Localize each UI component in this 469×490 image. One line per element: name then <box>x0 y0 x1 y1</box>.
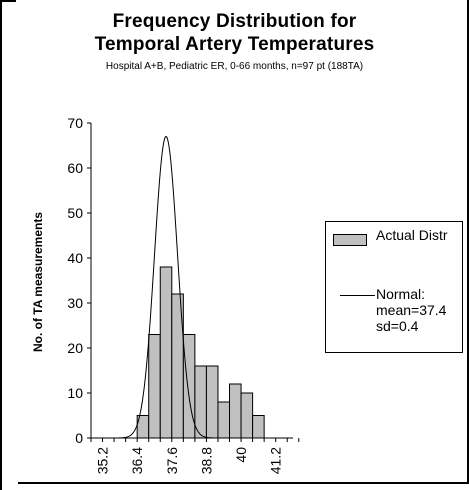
y-tick-label: 60 <box>67 160 83 176</box>
frame-border-bottom <box>18 482 469 484</box>
x-tick-label: 35.2 <box>95 447 111 474</box>
histogram-bar <box>194 365 207 439</box>
histogram-bar <box>159 266 173 439</box>
x-tick-label: 40 <box>233 447 249 463</box>
frame-border-top <box>0 0 16 2</box>
y-tick-label: 40 <box>67 250 83 266</box>
x-tick-label: 36.4 <box>129 447 145 474</box>
frame-border-right <box>467 0 469 484</box>
chart-title-line1: Frequency Distribution for <box>112 11 357 32</box>
histogram-bar <box>148 334 161 439</box>
y-tick-label: 70 <box>67 115 83 131</box>
y-tick-label: 20 <box>67 340 83 356</box>
y-tick-label: 0 <box>75 430 83 446</box>
histogram-bar <box>252 415 265 439</box>
histogram-bar <box>205 365 219 439</box>
legend-normal-line1: Normal: <box>376 286 426 302</box>
legend-label-normal: Normal: mean=37.4 sd=0.4 <box>376 286 446 334</box>
histogram-bar <box>229 383 242 439</box>
legend-normal-line2: mean=37.4 <box>376 302 447 318</box>
chart-legend: Actual Distr Normal: mean=37.4 sd=0.4 <box>325 221 463 353</box>
histogram-bar <box>240 392 254 439</box>
legend-normal-line3: sd=0.4 <box>376 318 419 334</box>
x-tick-label: 38.8 <box>198 447 214 474</box>
y-axis-label: No. of TA measurements <box>31 212 45 352</box>
chart-title-line2: Temporal Artery Temperatures <box>94 34 375 55</box>
y-tick-label: 30 <box>67 295 83 311</box>
histogram-bar <box>182 334 196 439</box>
legend-swatch-line <box>340 295 375 296</box>
legend-label-actual: Actual Distr <box>376 227 448 243</box>
y-tick-label: 50 <box>67 205 83 221</box>
x-tick-label: 37.6 <box>164 447 180 474</box>
frame-border-left <box>0 0 2 490</box>
histogram-bar <box>217 401 231 439</box>
legend-swatch-bar <box>333 234 367 246</box>
x-tick-label: 41.2 <box>268 447 284 474</box>
chart-subtitle: Hospital A+B, Pediatric ER, 0-66 months,… <box>105 61 364 72</box>
y-tick-label: 10 <box>67 385 83 401</box>
